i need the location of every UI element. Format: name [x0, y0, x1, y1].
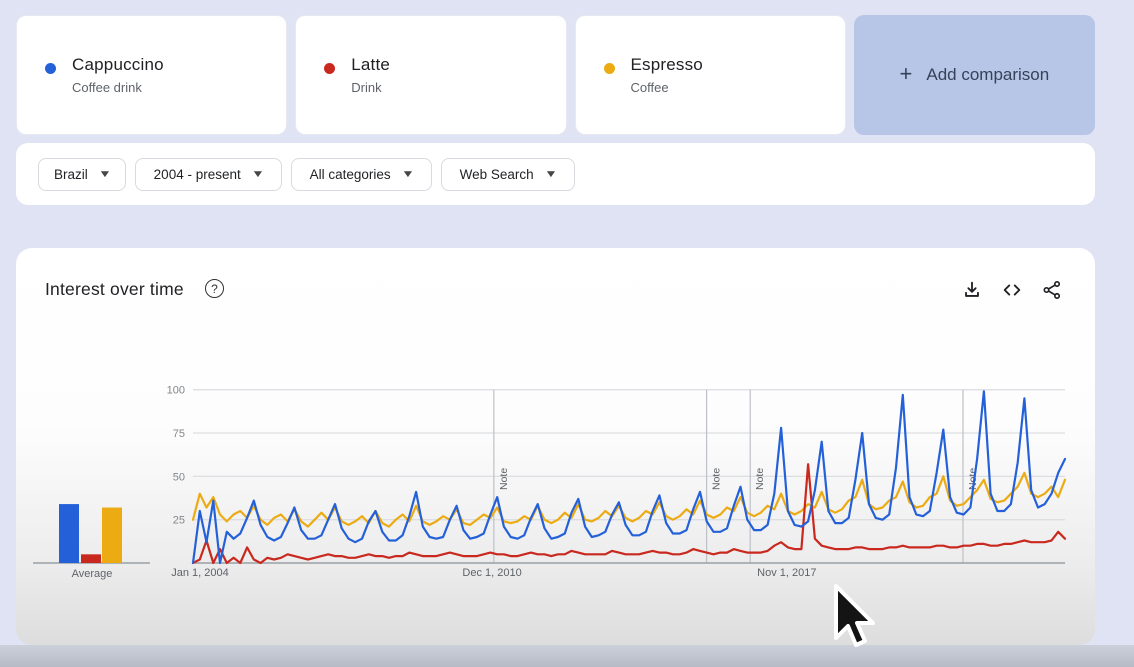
note-marker-label: Note	[498, 468, 510, 490]
filter-bar: Brazil ▼ 2004 - present ▼ All categories…	[16, 143, 1095, 205]
chevron-down-icon: ▼	[400, 168, 415, 180]
share-icon[interactable]	[1041, 279, 1063, 301]
comparison-cards-row: Cappuccino Coffee drink Latte Drink Espr…	[16, 15, 1095, 135]
filter-searchtype-dropdown[interactable]: Web Search ▼	[440, 157, 575, 191]
average-label: Average	[72, 568, 113, 580]
chevron-down-icon: ▼	[97, 168, 112, 180]
interest-over-time-card: 100 75 50 25 Note Note Note Note Jan 1, 2004 Dec …	[16, 248, 1095, 645]
series-line-cappuccino	[191, 390, 1067, 565]
page-bottom-fade	[0, 645, 1134, 667]
term-card-text: Cappuccino Coffee drink	[72, 55, 164, 95]
filter-category-dropdown[interactable]: All categories ▼	[290, 157, 432, 191]
filter-searchtype-label: Web Search	[459, 166, 534, 182]
help-icon[interactable]: ?	[205, 279, 224, 298]
note-marker-label: Note	[711, 468, 723, 490]
x-axis-tick: Nov 1, 2017	[757, 567, 816, 579]
plus-icon: +	[899, 61, 913, 86]
y-axis-tick: 50	[173, 471, 185, 483]
filter-category-label: All categories	[309, 166, 391, 182]
filter-region-dropdown[interactable]: Brazil ▼	[38, 157, 126, 191]
term-title: Cappuccino	[72, 55, 164, 74]
term-subtitle: Coffee drink	[72, 80, 142, 95]
chart-title: Interest over time	[45, 279, 184, 299]
term-subtitle: Drink	[351, 80, 382, 95]
filter-time-dropdown[interactable]: 2004 - present ▼	[134, 157, 282, 191]
chart-actions	[961, 279, 1063, 301]
series-color-dot-yellow	[603, 62, 615, 74]
add-comparison-label: Add comparison	[926, 65, 1050, 84]
chevron-down-icon: ▼	[250, 168, 265, 180]
term-title: Latte	[351, 55, 391, 74]
term-card-latte[interactable]: Latte Drink	[295, 15, 567, 135]
y-axis-tick: 100	[167, 385, 185, 397]
embed-code-icon[interactable]	[1001, 279, 1023, 301]
term-card-espresso[interactable]: Espresso Coffee	[574, 15, 846, 135]
add-comparison-button[interactable]: + Add comparison	[853, 15, 1095, 135]
series-color-dot-blue	[45, 62, 56, 74]
term-title: Espresso	[630, 55, 703, 74]
series-color-dot-red	[324, 62, 336, 74]
average-bar-latte	[81, 554, 101, 563]
y-axis-tick: 75	[173, 428, 185, 440]
download-icon[interactable]	[961, 279, 983, 301]
series-line-latte	[191, 463, 1067, 565]
chevron-down-icon: ▼	[543, 168, 558, 180]
y-axis-tick: 25	[173, 515, 185, 527]
term-card-text: Latte Drink	[351, 55, 390, 95]
filter-time-label: 2004 - present	[153, 166, 241, 182]
chart-header: Interest over time ?	[16, 248, 1095, 308]
term-card-text: Espresso Coffee	[631, 55, 703, 95]
x-axis-tick: Dec 1, 2010	[462, 567, 521, 579]
average-bar-espresso	[102, 507, 122, 563]
x-axis-tick: Jan 1, 2004	[171, 567, 229, 579]
term-card-cappuccino[interactable]: Cappuccino Coffee drink	[16, 15, 288, 135]
note-marker-label: Note	[754, 468, 766, 490]
average-bar-cappuccino	[59, 504, 79, 563]
filter-region-label: Brazil	[54, 166, 88, 182]
term-subtitle: Coffee	[630, 80, 669, 95]
